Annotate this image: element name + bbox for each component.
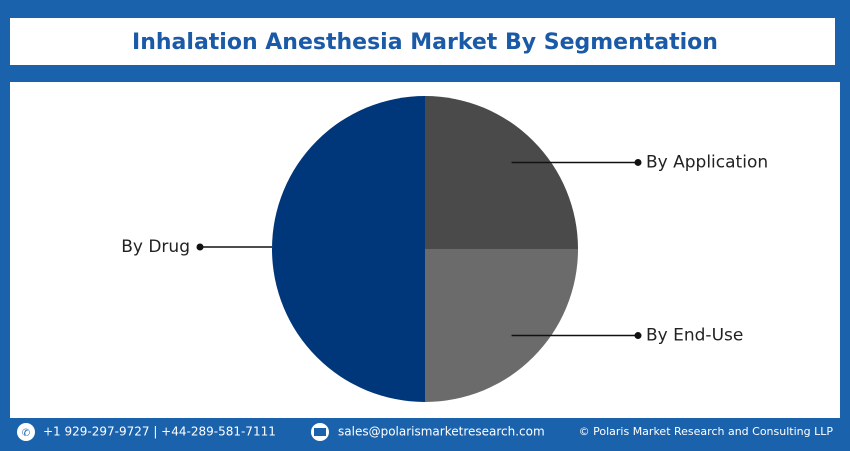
slice-label: By End-Use (646, 326, 743, 346)
pie-slice (425, 96, 578, 249)
chart-title: Inhalation Anesthesia Market By Segmenta… (132, 30, 718, 55)
pie-slice (425, 249, 578, 402)
leader-dot (634, 332, 642, 340)
email: sales@polarismarketresearch.com (338, 425, 545, 439)
phone: +1 929-297-9727 | +44-289-581-7111 (43, 425, 276, 439)
leader-dot (196, 243, 204, 251)
phone-icon (17, 423, 35, 441)
pie-slice (272, 96, 425, 402)
pie (272, 96, 578, 402)
slice-label: By Drug (121, 237, 190, 257)
slice-label: By Application (646, 152, 768, 172)
title-box (10, 18, 835, 65)
phone-glyph: ✆ (22, 428, 30, 439)
copyright: © Polaris Market Research and Consulting… (579, 425, 834, 438)
email-glyph (314, 428, 326, 436)
leader-dot (634, 158, 642, 166)
